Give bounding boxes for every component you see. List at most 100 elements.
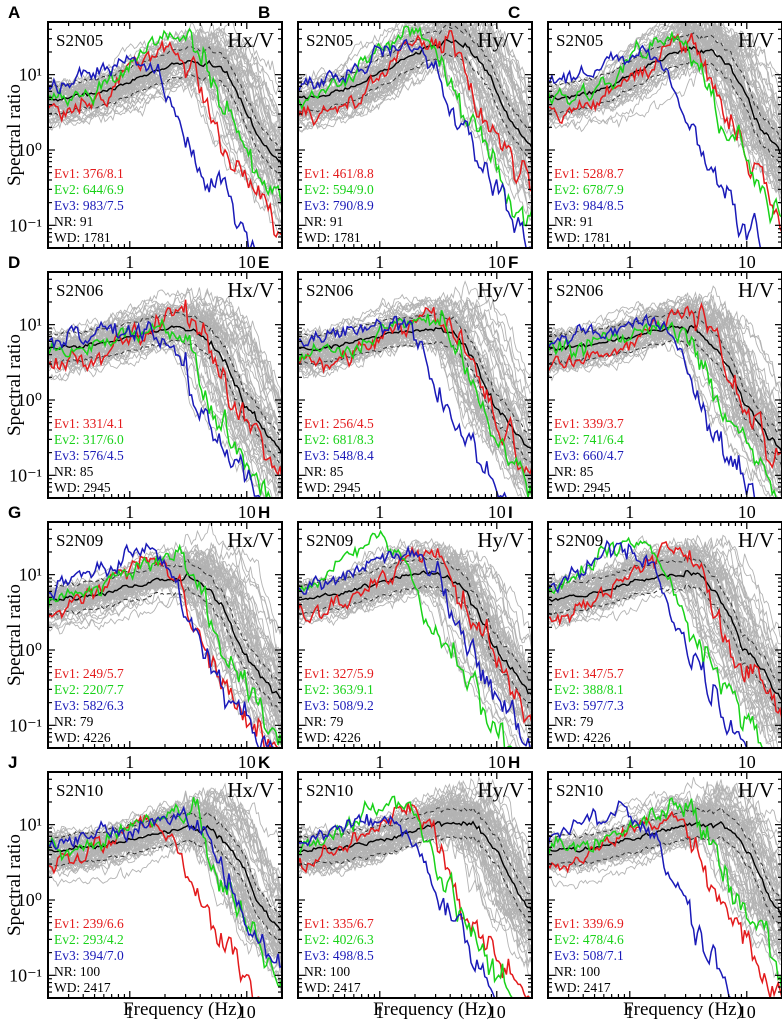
event-curve-ev3 [548,539,782,748]
y-tick-label: 10⁻¹ [9,465,42,485]
site-label: S2N10 [306,781,353,800]
background-curve [48,547,282,672]
background-curve [548,803,782,929]
background-curve [548,35,782,161]
panel-letter: J [8,753,17,772]
y-axis-title: Spectral ratio [4,334,25,436]
x-tick-label: 10 [738,752,756,772]
site-label: S2N09 [556,531,603,550]
background-curve [298,544,532,674]
x-tick-label: 1 [125,752,134,772]
plot-area [548,776,782,998]
background-curve [298,570,532,678]
legend-nr: NR: 91 [554,214,593,229]
site-label: S2N09 [56,531,103,550]
legend-ev1: Ev1: 249/5.7 [54,666,124,681]
mean-plus-std-curve [548,556,782,687]
background-curve [548,45,782,162]
x-tick-label: 10 [488,1002,506,1022]
site-label: S2N05 [556,31,603,50]
y-tick-label: 10¹ [19,565,42,585]
event-curve-ev3 [298,813,532,998]
background-curve [48,812,282,952]
x-tick-label: 1 [625,752,634,772]
background-curve [548,564,782,720]
mean-curve [298,326,532,450]
mean-minus-std-curve [548,60,782,170]
x-tick-label: 1 [375,502,384,522]
background-curve [548,22,782,162]
background-curve [548,802,782,922]
x-tick-label: 10 [238,752,256,772]
x-tick-label: 10 [238,1002,256,1022]
legend-ev2: Ev2: 402/6.3 [304,932,374,947]
background-curve [298,545,532,686]
background-curve [298,39,532,116]
plot-area [48,782,282,998]
legend-background [551,164,643,246]
legend-nr: NR: 79 [554,714,594,729]
legend-wd: WD: 1781 [554,230,611,245]
plot-area [48,523,282,748]
background-curve [548,302,782,392]
x-tick-label: 1 [625,502,634,522]
background-curve [298,562,532,689]
panel-letter: B [258,3,270,22]
event-curve-ev1 [48,39,282,239]
legend-background [301,164,393,246]
legend-background [301,914,393,996]
legend-ev3: Ev3: 983/7.5 [54,198,124,213]
panel-letter: E [258,253,269,272]
background-curve [548,550,782,668]
event-curve-ev1 [48,814,282,998]
legend-background [551,664,643,746]
background-curve [548,811,782,939]
site-label: S2N06 [556,281,603,300]
legend-ev1: Ev1: 256/4.5 [304,416,374,431]
legend-wd: WD: 2945 [554,480,611,495]
event-curve-ev3 [298,38,532,248]
legend-ev2: Ev2: 363/9.1 [304,682,374,697]
legend-wd: WD: 1781 [304,230,361,245]
background-curve [48,51,282,209]
legend-ev1: Ev1: 331/4.1 [54,416,124,431]
mean-plus-std-curve [48,46,282,153]
component-label: Hy/V [477,778,524,802]
legend-ev1: Ev1: 335/6.7 [304,916,374,931]
x-tick-label: 1 [625,252,634,272]
x-tick-label: 10 [238,252,256,272]
background-curve [548,548,782,691]
legend-nr: NR: 79 [54,714,94,729]
component-label: Hx/V [227,278,274,302]
site-label: S2N05 [306,31,353,50]
legend-ev3: Ev3: 498/8.5 [304,948,374,963]
event-curve-ev2 [548,30,782,225]
background-curve [298,801,532,897]
component-label: Hx/V [227,778,274,802]
background-curve [298,24,532,116]
background-curve [548,565,782,748]
component-label: H/V [738,28,774,52]
legend-wd: WD: 1781 [54,230,111,245]
legend-nr: NR: 100 [554,964,600,979]
legend-nr: NR: 85 [304,464,344,479]
site-label: S2N10 [56,781,103,800]
x-tick-label: 10 [738,502,756,522]
x-tick-label: 1 [375,252,384,272]
y-tick-label: 10⁰ [17,140,42,160]
legend-background [551,914,643,996]
background-curve [48,321,282,449]
legend-ev3: Ev3: 582/6.3 [54,698,124,713]
event-curve-ev2 [298,309,532,498]
x-tick-label: 10 [238,502,256,522]
background-curve [298,568,532,748]
legend-ev2: Ev2: 220/7.7 [54,682,124,697]
component-label: Hx/V [227,528,274,552]
legend-ev3: Ev3: 394/7.0 [54,948,124,963]
background-curve [548,322,782,464]
y-axis-title: Spectral ratio [4,584,25,686]
